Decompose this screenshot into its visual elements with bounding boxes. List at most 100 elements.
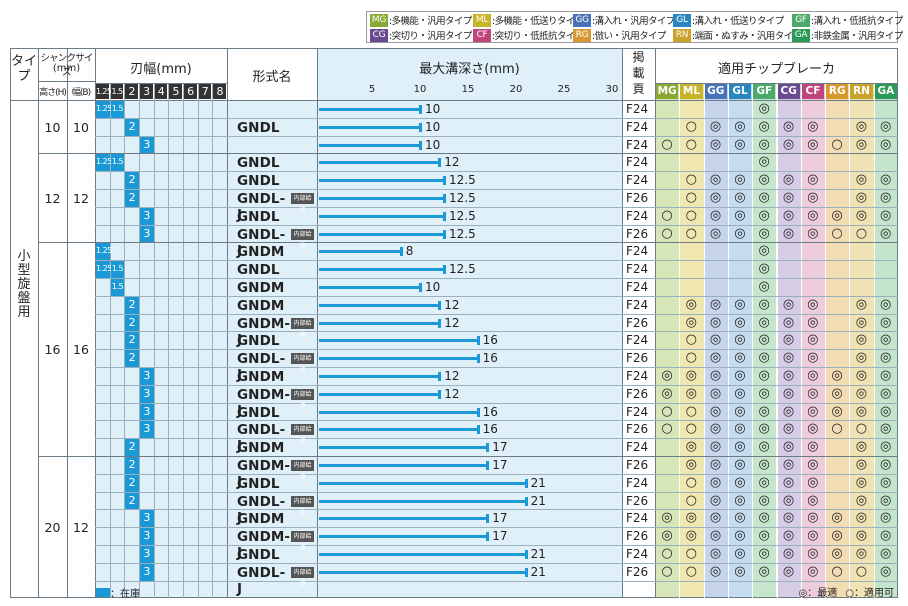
internal-coolant-tag: 内部給油 [291,353,314,373]
row-line [95,224,898,226]
breaker-mark-ga: ◎ [880,207,892,223]
breaker-mark-rg: ○ [831,421,843,437]
vline [655,48,656,599]
breaker-mark-gg: ◎ [709,457,722,472]
row-line [95,260,898,262]
form-name: GNDL-J [237,493,286,526]
blade-stock-3: 3 [140,207,154,225]
breaker-mark-gl: ◎ [734,421,746,437]
page-ref: F24 [626,137,649,152]
breaker-mark-ml: ◎ [685,439,697,455]
width-header: 幅(B) [71,88,91,98]
row-line [95,438,898,440]
depth-bar-end [524,549,528,559]
depth-bar [319,552,526,556]
breaker-mark-ga: ◎ [880,457,892,472]
blade-header: 刃幅(mm) [130,62,192,77]
breaker-mark-cf: ◎ [807,546,819,561]
vline [317,48,318,599]
legend-item-rg: RG:倣い・汎用タイプ [573,28,666,42]
breaker-mark-gl: ◎ [734,118,746,134]
legend-label: :端面・ぬすみ・汎用タイプ [692,31,802,42]
form-name: GNDL-J [237,191,286,223]
depth-value: 21 [530,547,546,561]
depth-value: 10 [425,119,441,134]
group-line [38,153,898,155]
page-ref: F24 [626,173,649,188]
depth-bar [319,161,440,165]
internal-coolant-tag: 内部給油 [291,193,314,213]
blade-col-6: 6 [184,84,197,99]
depth-tick-30: 30 [605,84,619,95]
breaker-mark-cg: ◎ [782,474,795,490]
breaker-mark-gl: ◎ [734,403,746,419]
form-name: GNDL [237,119,280,136]
legend-item-ml: ML:多機能・低送りタイプ [473,13,584,27]
depth-value: 12.5 [449,226,476,241]
form-header: 形式名 [252,70,292,85]
legend-code: CF [473,28,491,42]
depth-tick-5: 5 [368,84,376,95]
form-name: GNDM [237,280,285,296]
breaker-mark-rg: ○ [831,225,843,241]
breaker-mark-gf: ◎ [758,332,770,348]
page-ref: F24 [626,440,649,455]
breaker-mark-cf: ◎ [807,474,819,490]
shank-width: 12 [73,190,89,206]
form-name: GNDL [237,208,280,225]
breaker-mark-ml: ○ [685,136,697,152]
group-line [38,242,898,244]
depth-value: 12.5 [449,173,476,188]
form-name: GNDM [237,244,285,261]
blade-col-3: 3 [140,84,153,99]
blade-vline [168,83,170,599]
breaker-mark-rn: ◎ [855,296,868,312]
page-ref: F24 [626,547,649,561]
internal-coolant-tag: 内部給油 [291,566,314,587]
form-name: GNDM-J [237,458,291,490]
breaker-mark-mg: ◎ [661,368,673,383]
breaker-mark-cf: ◎ [807,528,819,544]
page-ref: F24 [626,262,649,277]
breaker-mark-ml: ◎ [685,296,697,312]
page-ref: F24 [626,208,649,223]
page-ref: F24 [626,155,649,170]
breaker-mark-cg: ◎ [782,385,795,401]
breaker-mark-ml: ○ [685,350,697,366]
depth-bar-end [476,407,480,417]
legend-label: :多機能・低送りタイプ [492,16,584,27]
depth-bar-end [443,229,446,239]
page-ref: F24 [626,119,649,134]
page-ref: F26 [626,458,649,472]
depth-bar [319,179,444,183]
row-line [95,206,898,208]
breaker-mark-ga: ◎ [880,118,892,134]
legend-code: RN [673,28,691,42]
breaker-mark-gf: ◎ [758,172,770,188]
breaker-mark-gg: ◎ [709,296,722,312]
breaker-col-bg-ga [873,83,898,599]
row-line [95,313,898,315]
depth-bar-end [476,354,480,364]
row-line [95,420,898,422]
breaker-mark-cg: ◎ [782,546,795,561]
breaker-mark-cf: ◎ [807,172,819,188]
breaker-mark-gf: ◎ [758,368,770,383]
depth-value: 12.5 [449,208,476,223]
breaker-mark-gf: ◎ [758,403,770,419]
blade-stock-2: 2 [125,457,139,474]
height-header: 高さ(H) [39,88,67,98]
form-name: GNDL [237,155,280,172]
breaker-mark-cg: ◎ [782,492,795,508]
breaker-mark-mg: ◎ [661,385,673,401]
breaker-mark-gf: ◎ [758,439,770,455]
vline [227,48,228,599]
breaker-mark-cg: ◎ [782,118,795,134]
breaker-mark-mg: ◎ [661,528,673,544]
blade-stock-2: 2 [125,350,139,367]
blade-stock-1.25: 1.25 [96,154,112,172]
breaker-mark-gl: ◎ [734,314,746,330]
breaker-col-bg-cf [800,83,826,599]
depth-bar [319,428,478,432]
page-ref: F26 [626,422,649,437]
